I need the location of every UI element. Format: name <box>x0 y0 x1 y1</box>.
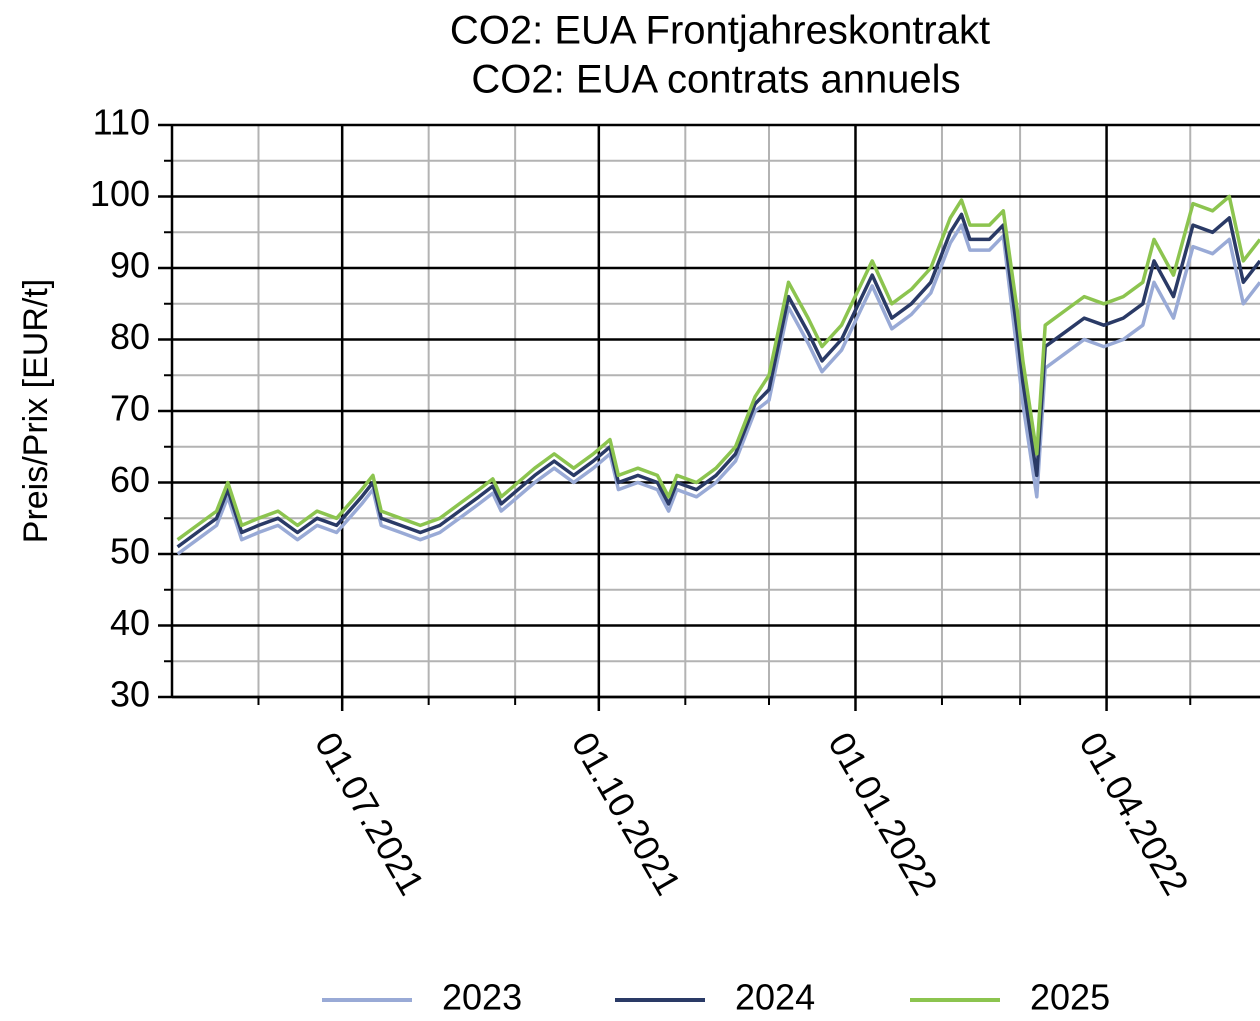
y-tick-label: 90 <box>110 245 150 286</box>
plot-area <box>176 194 1260 556</box>
y-tick-label: 80 <box>110 316 150 357</box>
y-tick-label: 40 <box>110 602 150 643</box>
axes: 30 40 50 60 70 80 90 100 110 01.07.2021 01.10.2021… <box>90 102 1260 902</box>
legend-label: 2025 <box>1030 977 1110 1018</box>
x-tick-label: 01.10.2021 <box>564 725 690 902</box>
series-line <box>176 194 1260 542</box>
grid <box>172 123 1260 699</box>
legend-label: 2024 <box>735 977 815 1018</box>
legend-label: 2023 <box>442 977 522 1018</box>
chart-subtitle: CO2: EUA contrats annuels <box>471 58 960 102</box>
y-tick-label: 60 <box>110 459 150 500</box>
y-tick-label: 110 <box>93 102 150 143</box>
chart-title: CO2: EUA Frontjahreskontrakt <box>450 9 990 53</box>
series-line <box>176 223 1260 556</box>
x-tick-label: 01.01.2022 <box>820 725 946 902</box>
x-tick-label: 01.04.2022 <box>1071 725 1197 902</box>
series-line <box>176 212 1260 549</box>
x-tick-label: 01.07.2021 <box>307 725 433 902</box>
y-tick-label: 30 <box>110 674 150 715</box>
y-tick-label: 100 <box>90 173 150 214</box>
y-tick-label: 50 <box>110 531 150 572</box>
y-tick-label: 70 <box>110 388 150 429</box>
y-axis-label: Preis/Prix [EUR/t] <box>17 279 55 543</box>
